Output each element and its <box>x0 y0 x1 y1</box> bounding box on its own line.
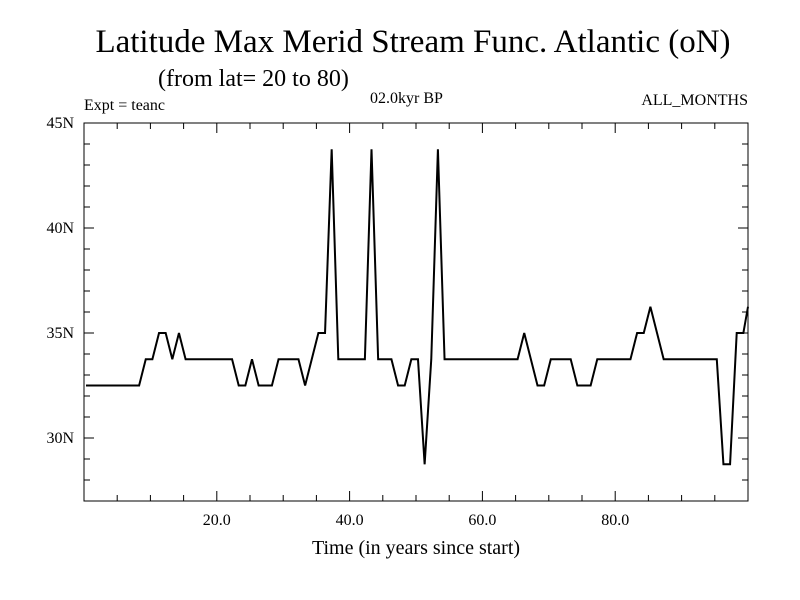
series-line <box>85 149 749 466</box>
chart-title: Latitude Max Merid Stream Func. Atlantic… <box>95 24 731 60</box>
x-tick-label: 20.0 <box>203 512 231 529</box>
months-label: ALL_MONTHS <box>641 92 748 109</box>
tick-labels: 20.0 40.0 60.0 80.0 30N 35N 40N 45N <box>46 115 629 529</box>
plot-frame <box>83 122 749 502</box>
y-tick-label: 30N <box>46 430 74 447</box>
x-axis-label: Time (in years since start) <box>312 537 520 559</box>
x-tick-label: 80.0 <box>601 512 629 529</box>
x-tick-label: 40.0 <box>336 512 364 529</box>
period-label: 02.0kyr BP <box>370 90 443 107</box>
chart-subtitle: (from lat= 20 to 80) <box>158 66 349 92</box>
y-tick-label: 45N <box>46 115 74 132</box>
y-tick-label: 35N <box>46 325 74 342</box>
y-tick-label: 40N <box>46 220 74 237</box>
x-tick-label: 60.0 <box>468 512 496 529</box>
axis-ticks <box>84 123 748 502</box>
experiment-label: Expt = teanc <box>84 97 165 114</box>
